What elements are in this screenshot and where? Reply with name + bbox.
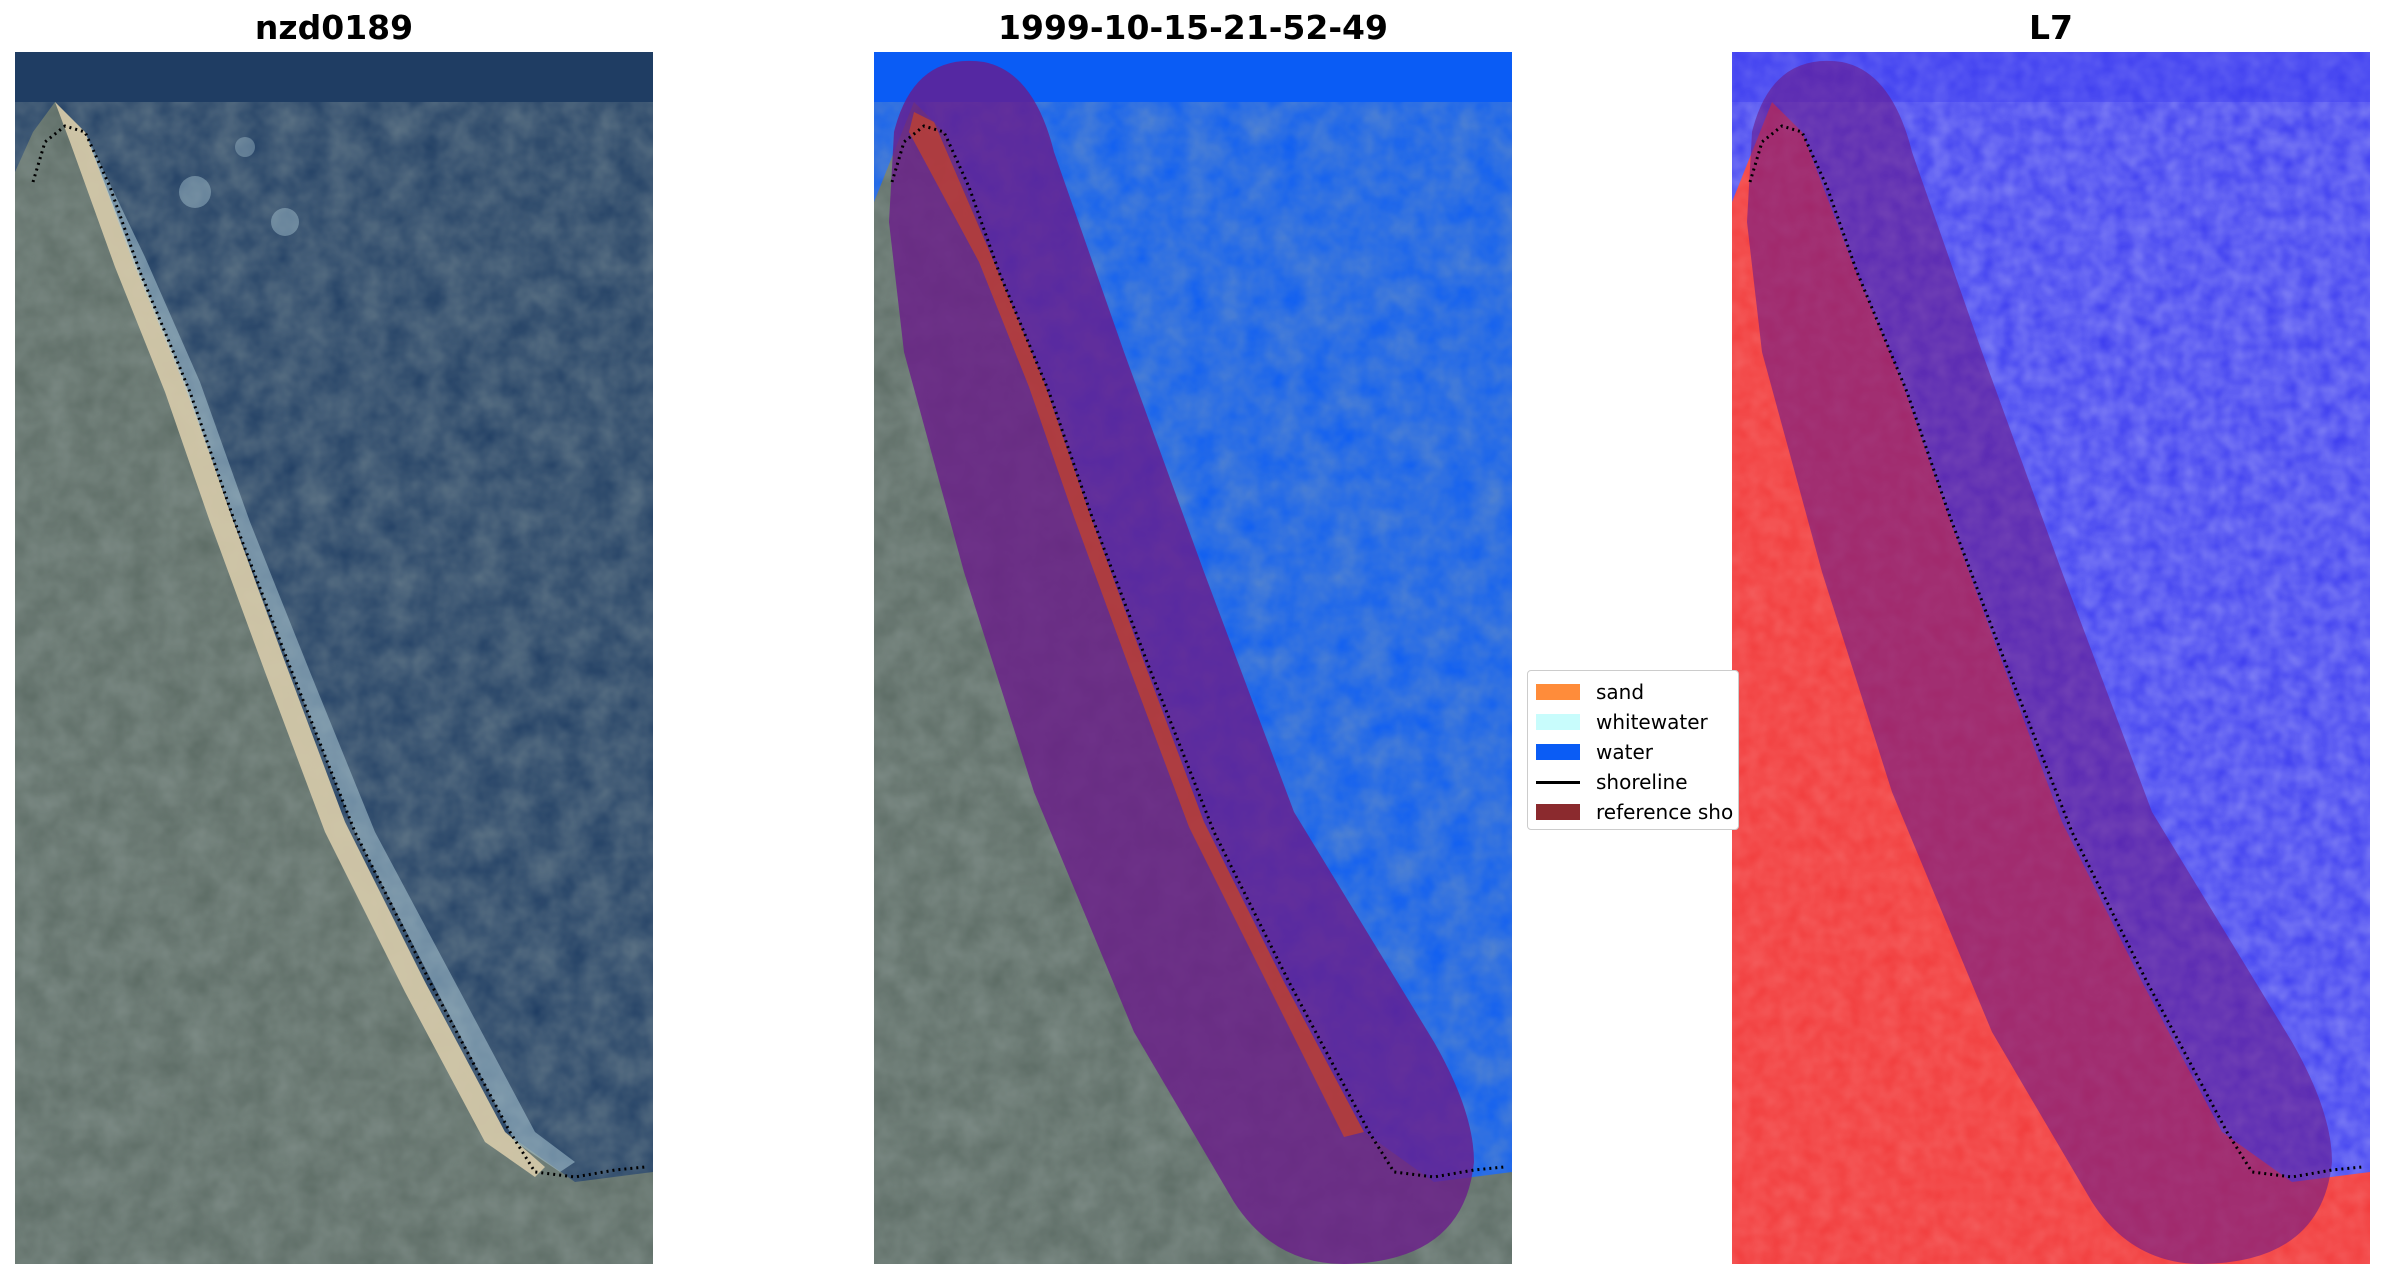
reference-shoreline-buffer <box>1747 60 2332 1264</box>
shoreline <box>1748 124 2363 1179</box>
rgb-image <box>15 52 653 1264</box>
legend-entry-shoreline: shoreline <box>1536 767 1688 797</box>
legend-entry-water: water <box>1536 737 1653 767</box>
sand-class <box>909 112 1364 1137</box>
panel-title-date: 1999-10-15-21-52-49 <box>998 8 1388 47</box>
legend-label: reference sho <box>1596 800 1734 824</box>
legend-entry-whitewater: whitewater <box>1536 707 1708 737</box>
legend-label: whitewater <box>1596 710 1708 734</box>
legend: sand whitewater water shoreline referenc… <box>1527 670 1739 830</box>
legend-label: shoreline <box>1596 770 1688 794</box>
panel-title-satellite: L7 <box>2029 8 2073 47</box>
whitewater-swatch <box>1536 714 1580 730</box>
panel-title-rgb: nzd0189 <box>254 8 414 47</box>
legend-label: water <box>1596 740 1653 764</box>
water-swatch <box>1536 744 1580 760</box>
sand-swatch <box>1536 684 1580 700</box>
shoreline-swatch <box>1536 780 1580 784</box>
shoreline <box>31 124 646 1179</box>
surf-zone <box>85 132 575 1172</box>
legend-entry-reference-shoreline: reference sho <box>1536 797 1733 827</box>
classified-image <box>874 52 1512 1264</box>
shoreline <box>890 124 1505 1179</box>
reference-shoreline-swatch <box>1536 804 1580 820</box>
rgb-image-panel <box>15 52 653 1264</box>
mndwi-image <box>1732 52 2370 1264</box>
legend-entry-sand: sand <box>1536 677 1644 707</box>
beach-strip <box>55 102 545 1177</box>
mndwi-image-panel <box>1732 52 2370 1264</box>
classified-image-panel <box>874 52 1512 1264</box>
legend-label: sand <box>1596 680 1645 704</box>
